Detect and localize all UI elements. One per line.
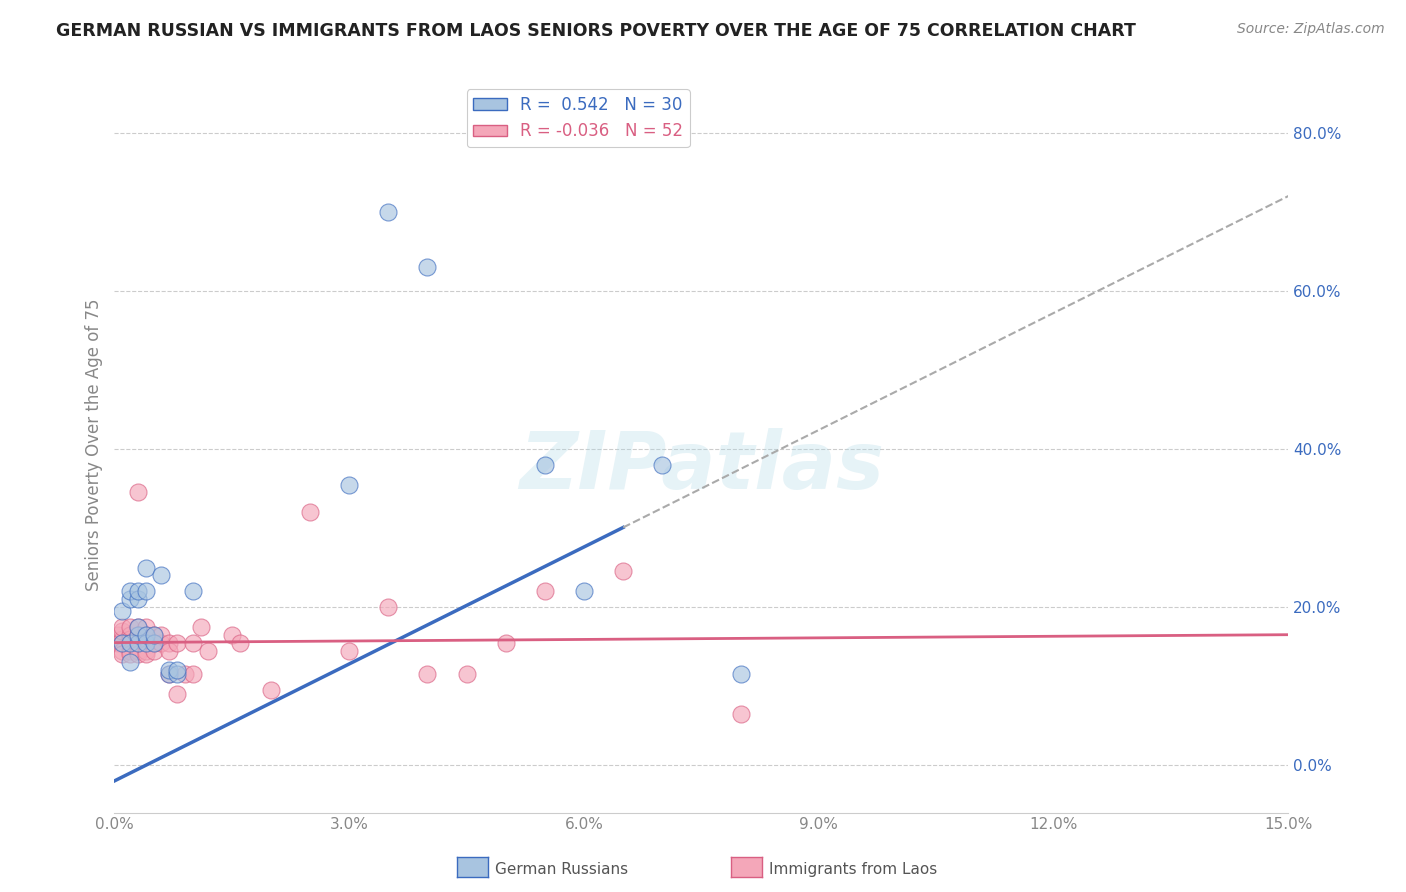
Point (142, 643, 165, 657)
Point (127, 584, 149, 599)
Point (142, 635, 165, 649)
Point (127, 635, 149, 649)
Point (157, 635, 180, 649)
Text: German Russians: German Russians (495, 863, 628, 877)
Point (157, 663, 180, 677)
Point (120, 584, 142, 599)
Point (166, 635, 188, 649)
Point (127, 592, 149, 607)
Point (127, 485, 149, 500)
Point (197, 643, 219, 657)
Point (416, 260, 439, 274)
Point (111, 648, 134, 662)
Point (730, 706, 752, 721)
Point (495, 635, 517, 649)
Point (111, 632, 134, 646)
Point (181, 584, 204, 599)
Point (135, 628, 157, 642)
Point (572, 584, 595, 599)
Point (377, 600, 399, 615)
Point (260, 683, 283, 698)
Point (111, 604, 134, 618)
Y-axis label: Seniors Poverty Over the Age of 75: Seniors Poverty Over the Age of 75 (86, 299, 103, 591)
Point (166, 687, 188, 701)
Point (111, 643, 134, 657)
Point (730, 667, 752, 681)
Point (534, 584, 557, 599)
Point (416, 667, 439, 681)
Point (135, 628, 157, 642)
Point (120, 643, 142, 657)
Point (142, 628, 165, 642)
Point (111, 624, 134, 638)
Point (166, 667, 188, 681)
Point (120, 620, 142, 634)
Point (107, 635, 129, 649)
Point (127, 628, 149, 642)
Point (181, 667, 204, 681)
Point (181, 635, 204, 649)
Point (127, 635, 149, 649)
Point (135, 560, 157, 574)
Point (127, 620, 149, 634)
Point (135, 643, 157, 657)
Point (127, 620, 149, 634)
Point (127, 648, 149, 662)
Point (337, 643, 360, 657)
Text: ZIPatlas: ZIPatlas (519, 428, 884, 506)
Point (135, 620, 157, 634)
Point (120, 632, 142, 646)
Point (228, 635, 250, 649)
Legend: R =  0.542   N = 30, R = -0.036   N = 52: R = 0.542 N = 30, R = -0.036 N = 52 (467, 89, 690, 147)
Point (337, 477, 360, 491)
Point (157, 643, 180, 657)
Point (150, 628, 173, 642)
Point (120, 656, 142, 670)
Point (157, 667, 180, 681)
Point (456, 667, 478, 681)
Point (166, 663, 188, 677)
Point (120, 648, 142, 662)
Point (111, 620, 134, 634)
Point (111, 635, 134, 649)
Point (534, 458, 557, 472)
Point (190, 620, 212, 634)
Point (221, 628, 243, 642)
Point (120, 628, 142, 642)
Point (120, 635, 142, 649)
Point (299, 505, 322, 519)
Point (127, 643, 149, 657)
Text: GERMAN RUSSIAN VS IMMIGRANTS FROM LAOS SENIORS POVERTY OVER THE AGE OF 75 CORREL: GERMAN RUSSIAN VS IMMIGRANTS FROM LAOS S… (56, 22, 1136, 40)
Point (377, 204, 399, 219)
Point (135, 584, 157, 599)
Point (150, 635, 173, 649)
Text: Immigrants from Laos: Immigrants from Laos (769, 863, 938, 877)
Point (107, 628, 129, 642)
Point (135, 648, 157, 662)
Point (651, 458, 673, 472)
Point (135, 635, 157, 649)
Text: Source: ZipAtlas.com: Source: ZipAtlas.com (1237, 22, 1385, 37)
Point (173, 667, 195, 681)
Point (157, 667, 180, 681)
Point (142, 635, 165, 649)
Point (142, 628, 165, 642)
Point (127, 628, 149, 642)
Point (120, 592, 142, 607)
Point (150, 568, 173, 582)
Point (120, 635, 142, 649)
Point (612, 565, 634, 579)
Point (135, 635, 157, 649)
Point (111, 635, 134, 649)
